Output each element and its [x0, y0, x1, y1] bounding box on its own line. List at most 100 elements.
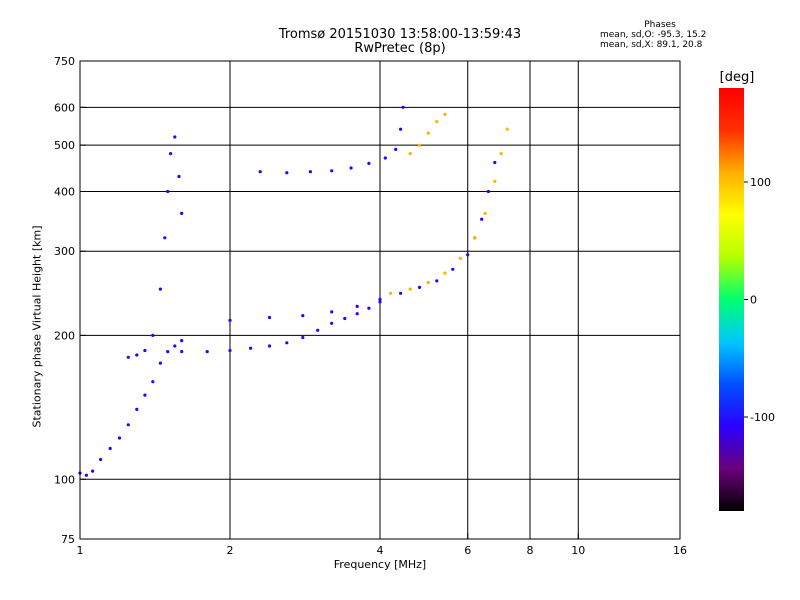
- data-point-1-10: [180, 211, 184, 215]
- y-tick-label-5: 500: [54, 139, 75, 152]
- x-tick-label-6: 16: [673, 544, 687, 557]
- data-point-5-9: [505, 127, 509, 131]
- data-point-1-6: [166, 189, 170, 194]
- colorbar-tick-label-0: 100: [750, 176, 771, 189]
- y-axis-label: Stationary phase Virtual Height [km]: [30, 225, 44, 428]
- data-point-3-2: [301, 314, 305, 318]
- data-point-4-2: [308, 170, 312, 174]
- x-tick-label-5: 10: [571, 544, 585, 557]
- colorbar: 100 0 -100: [719, 88, 775, 511]
- data-point-3-13: [486, 189, 490, 194]
- axis-layer: 1 2 4 6 8 10 16 75 100 200 300 400 500 600 750: [54, 55, 687, 557]
- data-point-1-7: [169, 152, 173, 156]
- data-point-0-10: [158, 361, 162, 365]
- x-tick-label-0: 1: [77, 544, 84, 557]
- data-point-5-1: [408, 287, 412, 291]
- data-point-4-7: [394, 147, 398, 151]
- phase-stats-box: Phases mean, sd,O: -95.3, 15.2 mean, sd,…: [600, 20, 720, 50]
- data-point-3-8: [435, 279, 439, 283]
- data-point-3-5: [378, 297, 382, 301]
- data-point-2-12: [378, 300, 382, 304]
- data-point-2-6: [301, 335, 305, 340]
- phase-stats-x: mean, sd,X: 89.1, 20.8: [600, 40, 703, 50]
- phase-stats-o: mean, sd,O: -95.3, 15.2: [600, 30, 707, 40]
- data-point-2-9: [343, 316, 347, 321]
- data-point-2-0: [180, 350, 184, 354]
- data-point-0-1: [84, 473, 88, 477]
- data-point-5-0: [389, 291, 393, 295]
- data-point-2-7: [316, 328, 320, 332]
- chart-subtitle: RwPretec (8p): [354, 41, 446, 56]
- data-point-2-11: [367, 306, 371, 310]
- data-point-1-5: [163, 236, 167, 240]
- data-point-0-6: [126, 423, 130, 427]
- x-tick-label-1: 2: [227, 544, 234, 557]
- y-tick-label-0: 75: [61, 533, 75, 546]
- data-point-2-1: [205, 350, 209, 354]
- data-point-2-2: [228, 348, 232, 353]
- data-point-1-4: [158, 287, 162, 291]
- y-tick-label-1: 100: [54, 473, 75, 486]
- data-point-3-0: [228, 318, 232, 322]
- colorbar-unit-label: [deg]: [719, 70, 755, 85]
- data-point-5-8: [499, 152, 503, 156]
- x-tick-label-4: 8: [527, 544, 534, 557]
- data-point-4-3: [330, 169, 334, 173]
- y-tick-label-3: 300: [54, 245, 75, 258]
- data-layer: [78, 105, 509, 477]
- data-point-3-10: [466, 253, 470, 257]
- data-point-1-0: [126, 355, 130, 359]
- data-point-4-5: [367, 161, 371, 165]
- y-tick-label-7: 750: [54, 55, 75, 68]
- colorbar-tick-label-2: -100: [750, 411, 775, 424]
- data-point-3-12: [480, 217, 484, 221]
- data-point-0-4: [108, 446, 112, 451]
- data-point-5-7: [493, 179, 497, 183]
- data-point-0-7: [135, 407, 139, 411]
- data-point-1-9: [177, 174, 181, 179]
- data-point-6-3: [435, 120, 439, 124]
- data-point-1-3: [151, 333, 155, 337]
- data-point-6-0: [408, 152, 412, 156]
- phase-stats-heading: Phases: [644, 20, 676, 30]
- data-point-1-2: [143, 348, 147, 353]
- x-tick-label-3: 6: [464, 544, 471, 557]
- chart-title: Tromsø 20151030 13:58:00-13:59:43: [278, 27, 522, 42]
- data-point-2-4: [267, 344, 272, 348]
- data-point-1-8: [173, 135, 177, 139]
- data-point-3-3: [330, 310, 334, 314]
- data-point-2-8: [330, 321, 334, 325]
- data-point-0-11: [166, 350, 170, 354]
- colorbar-tick-label-1: 0: [750, 294, 757, 307]
- data-point-3-9: [451, 267, 455, 271]
- data-point-4-9: [401, 105, 405, 109]
- data-point-6-1: [417, 143, 422, 147]
- data-point-0-8: [143, 393, 147, 397]
- data-point-5-2: [426, 280, 430, 285]
- data-point-3-6: [399, 291, 403, 295]
- data-point-1-1: [135, 353, 139, 357]
- x-axis-label: Frequency [MHz]: [333, 558, 427, 571]
- data-point-5-5: [473, 236, 477, 240]
- data-point-0-9: [151, 380, 155, 384]
- data-point-0-2: [91, 469, 95, 473]
- data-point-3-7: [417, 285, 422, 289]
- data-point-3-4: [355, 304, 359, 308]
- data-point-4-4: [349, 166, 353, 170]
- data-point-2-3: [249, 346, 253, 350]
- data-point-2-5: [285, 341, 289, 345]
- data-point-3-1: [267, 315, 272, 320]
- data-point-4-1: [285, 171, 289, 175]
- data-point-6-2: [426, 131, 430, 135]
- grid-layer: [80, 61, 680, 539]
- data-point-0-13: [180, 339, 184, 343]
- data-point-6-4: [443, 112, 447, 116]
- data-point-4-8: [399, 127, 403, 131]
- data-point-2-10: [355, 312, 359, 316]
- data-point-5-4: [458, 256, 462, 260]
- y-tick-label-2: 200: [54, 329, 75, 342]
- x-tick-label-2: 4: [377, 544, 384, 557]
- data-point-5-3: [443, 271, 447, 275]
